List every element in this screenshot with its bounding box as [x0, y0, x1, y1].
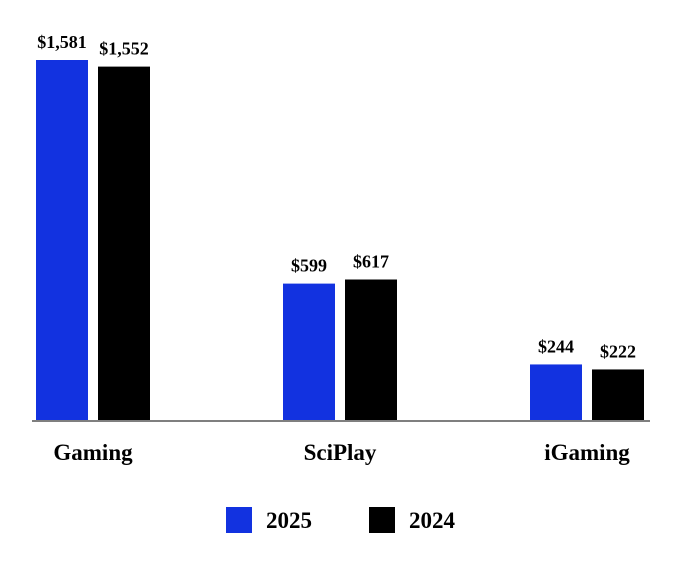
value-label-sciplay-2024: $617 [353, 252, 389, 272]
bar-sciplay-2024 [345, 279, 397, 420]
value-label-igaming-2025: $244 [538, 336, 574, 356]
legend-swatch-2024 [369, 507, 395, 533]
legend-swatch-2025 [226, 507, 252, 533]
value-label-igaming-2024: $222 [600, 341, 636, 361]
category-label-sciplay: SciPlay [304, 440, 377, 465]
bar-gaming-2024 [98, 66, 150, 420]
bar-igaming-2024 [592, 369, 644, 420]
value-label-gaming-2025: $1,581 [37, 32, 87, 52]
category-labels: Gaming SciPlay iGaming [53, 440, 630, 465]
legend-label-2025: 2025 [266, 508, 312, 533]
category-label-gaming: Gaming [53, 440, 133, 465]
bars-group: $1,581 $1,552 $599 $617 $244 $222 [36, 32, 644, 420]
category-label-igaming: iGaming [544, 440, 630, 465]
bar-igaming-2025 [530, 364, 582, 420]
legend: 2025 2024 [226, 507, 456, 533]
value-label-gaming-2024: $1,552 [99, 39, 149, 59]
bar-gaming-2025 [36, 60, 88, 420]
legend-label-2024: 2024 [409, 508, 456, 533]
value-label-sciplay-2025: $599 [291, 256, 327, 276]
bar-sciplay-2025 [283, 283, 335, 420]
